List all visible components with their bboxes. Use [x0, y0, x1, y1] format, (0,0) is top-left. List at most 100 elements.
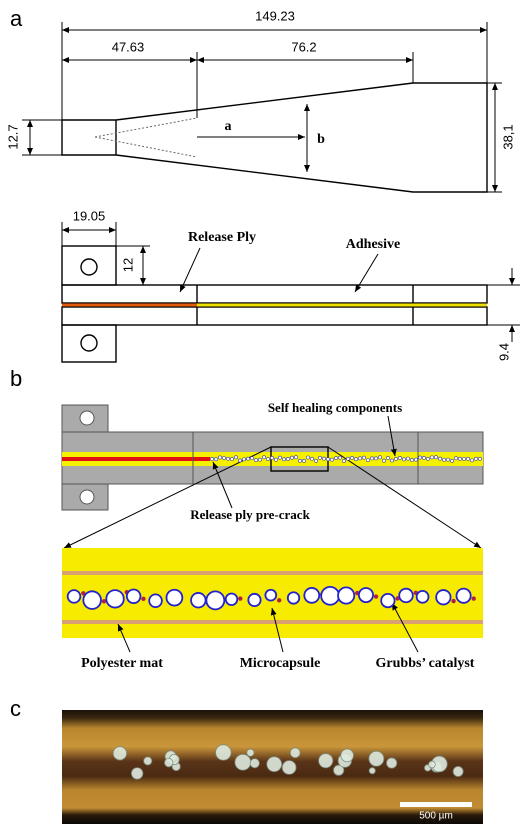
decoration — [226, 456, 230, 461]
decoration — [337, 586, 356, 605]
decoration — [374, 456, 378, 461]
decoration — [250, 456, 254, 461]
decoration — [286, 591, 301, 605]
decoration — [422, 455, 426, 460]
decoration — [230, 457, 234, 461]
decoration — [430, 455, 434, 460]
decoration — [290, 455, 294, 460]
decoration — [281, 760, 297, 775]
decoration — [338, 455, 342, 460]
decoration — [286, 457, 290, 461]
callout: Microcapsule — [240, 656, 321, 671]
decoration — [310, 456, 314, 461]
decoration — [249, 758, 260, 769]
dimension: 12 — [120, 258, 135, 272]
top-view — [22, 22, 502, 193]
decoration — [141, 596, 146, 602]
callout: Adhesive — [346, 237, 400, 252]
decoration — [415, 589, 430, 604]
panel-label: c — [10, 696, 21, 721]
decoration — [373, 594, 379, 599]
decoration — [380, 592, 396, 609]
panel-label: a — [10, 6, 23, 31]
decoration — [434, 455, 438, 460]
decoration — [414, 457, 418, 462]
dimension: 19.05 — [73, 208, 106, 223]
decoration — [462, 457, 466, 461]
decoration — [164, 758, 174, 768]
decoration — [326, 457, 330, 462]
decoration — [442, 457, 446, 462]
callout: Release Ply — [188, 230, 256, 245]
decoration — [289, 747, 301, 759]
decoration — [378, 455, 382, 460]
decoration — [278, 455, 282, 460]
micrograph — [62, 710, 483, 824]
decoration — [368, 767, 376, 775]
decoration — [218, 455, 222, 460]
scale-bar-label: 500 µm — [419, 811, 453, 822]
decoration — [394, 456, 398, 461]
decoration — [246, 748, 255, 757]
decoration — [125, 588, 142, 604]
decoration — [320, 585, 340, 606]
dimension-symbol: b — [317, 132, 325, 147]
decoration — [215, 744, 232, 761]
decoration — [402, 457, 406, 462]
decoration — [455, 587, 472, 604]
callout: Release ply pre-crack — [190, 507, 310, 522]
decoration — [234, 455, 238, 460]
decoration — [276, 598, 282, 603]
decoration — [471, 596, 476, 601]
decoration — [306, 455, 310, 460]
schematic — [61, 404, 484, 653]
decoration — [426, 456, 430, 461]
decoration — [302, 458, 306, 463]
decoration — [470, 458, 474, 463]
decoration — [246, 456, 250, 461]
dimension: 38,1 — [500, 124, 515, 149]
decoration — [410, 458, 414, 462]
decoration — [354, 457, 358, 462]
decoration — [205, 590, 226, 611]
decoration — [357, 587, 374, 604]
decoration — [247, 592, 262, 608]
callout: Polyester mat — [81, 656, 163, 671]
decoration — [398, 456, 402, 460]
decoration — [264, 588, 278, 602]
decoration — [382, 458, 386, 463]
decoration — [294, 455, 298, 460]
dimension: 12.7 — [5, 124, 20, 149]
decoration — [238, 596, 243, 601]
dimension-symbol: a — [225, 119, 232, 134]
decoration — [398, 587, 414, 604]
decoration — [390, 458, 394, 463]
decoration — [368, 750, 385, 767]
decoration — [350, 456, 354, 460]
decoration — [452, 766, 464, 777]
decoration — [242, 457, 246, 462]
decoration — [362, 455, 366, 460]
decoration — [101, 599, 107, 604]
decoration — [334, 456, 338, 461]
decoration — [346, 456, 350, 461]
decoration — [342, 459, 346, 463]
dimension: 9.4 — [496, 343, 511, 361]
decoration — [428, 760, 436, 769]
decoration — [238, 458, 242, 463]
decoration — [254, 458, 258, 463]
decoration — [222, 456, 226, 460]
decoration — [330, 457, 334, 462]
decoration — [454, 456, 458, 461]
decoration — [282, 457, 286, 462]
decoration — [314, 458, 318, 463]
decoration — [366, 458, 370, 462]
panel-label: b — [10, 366, 22, 391]
decoration — [386, 456, 390, 460]
decoration — [143, 756, 153, 766]
decoration — [458, 456, 462, 461]
dimension: 47.63 — [112, 39, 145, 54]
decoration — [130, 767, 144, 780]
decoration — [450, 458, 454, 463]
